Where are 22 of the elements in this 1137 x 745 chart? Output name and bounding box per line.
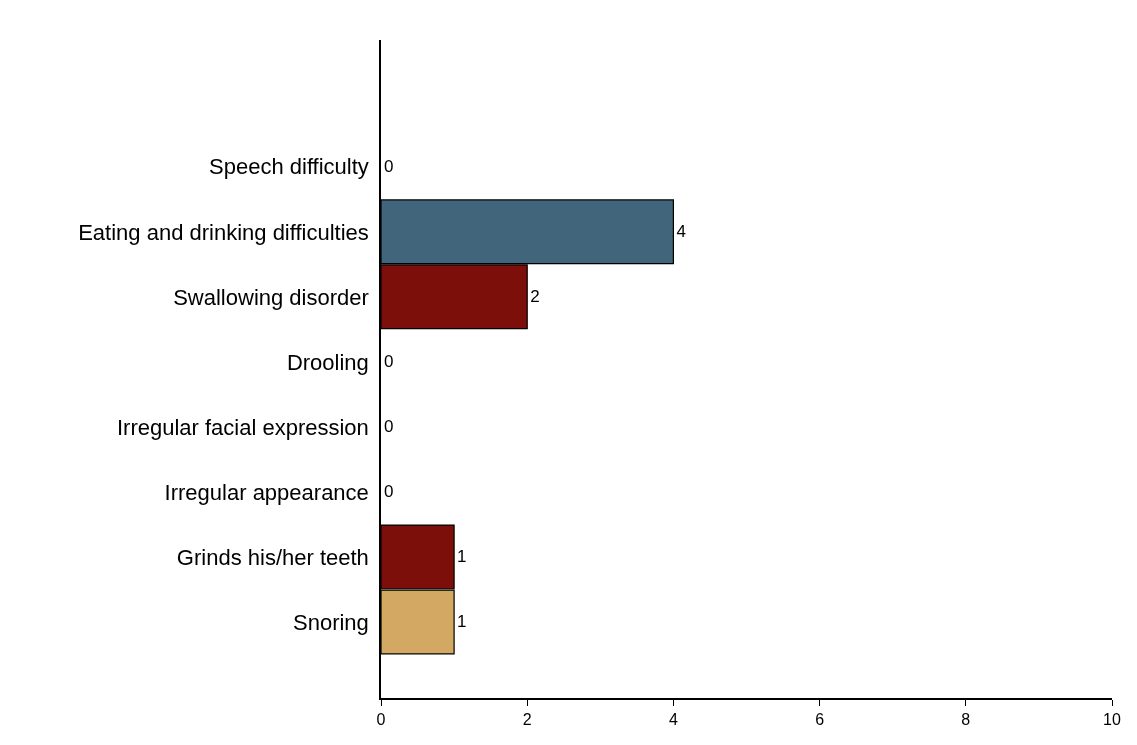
x-tick-label: 4 xyxy=(668,710,678,728)
y-tick-label: Grinds his/her teeth xyxy=(176,544,369,570)
x-tick-label: 0 xyxy=(376,710,386,728)
y-tick-label: Snoring xyxy=(293,609,369,635)
y-tick-label: Irregular appearance xyxy=(164,479,369,505)
y-tick-label: Eating and drinking difficulties xyxy=(78,219,369,245)
x-tick-label: 10 xyxy=(1103,710,1121,728)
data-label: 1 xyxy=(457,547,467,567)
x-tick-label: 2 xyxy=(522,710,532,728)
y-tick-label: Speech difficulty xyxy=(209,154,369,180)
data-label: 0 xyxy=(384,157,394,177)
data-label: 0 xyxy=(384,482,394,502)
y-tick-label: Irregular facial expression xyxy=(116,414,369,440)
y-tick-label: Drooling xyxy=(286,349,369,375)
y-tick-label: Swallowing disorder xyxy=(173,284,369,310)
data-label: 4 xyxy=(676,222,686,242)
data-label: 0 xyxy=(384,352,394,372)
x-tick-label: 6 xyxy=(815,710,825,728)
x-tick-label: 8 xyxy=(961,710,971,728)
data-label: 1 xyxy=(457,612,467,632)
data-label: 2 xyxy=(530,287,540,307)
data-label: 0 xyxy=(384,417,394,437)
